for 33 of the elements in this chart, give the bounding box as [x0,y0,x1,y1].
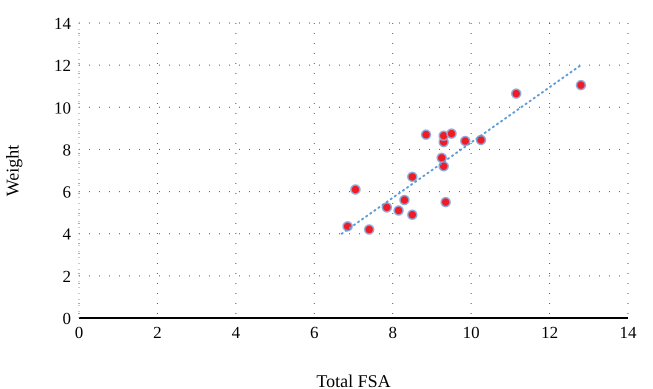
y-tick-label: 6 [62,182,71,202]
y-tick-label: 4 [62,224,72,244]
y-tick-label: 8 [62,140,71,160]
x-tick-label: 4 [232,323,241,342]
point [510,88,522,99]
point [382,202,392,213]
point [407,210,418,220]
x-tick-label: 10 [462,323,480,342]
x-tick-label: 0 [74,323,84,342]
x-tick-label: 12 [541,323,558,342]
x-tick-label: 14 [620,323,637,342]
y-axis-title: Weight [2,144,22,196]
y-tick-label: 2 [62,266,71,286]
point [364,224,374,235]
point [420,129,432,140]
point [460,136,471,146]
point [436,152,447,164]
point [393,205,404,216]
point [440,196,451,208]
y-tick-label: 14 [54,14,72,34]
point [350,184,361,195]
y-tick-label: 10 [54,98,71,118]
point [399,194,410,206]
point [407,172,418,182]
x-tick-label: 6 [310,323,319,342]
point [446,128,457,139]
x-tick-label: 8 [388,323,397,342]
x-tick-label: 2 [153,323,162,342]
x-axis-title: Total FSA [316,371,391,389]
y-tick-label: 12 [54,56,71,76]
point [576,80,586,90]
y-tick-label: 0 [62,309,71,328]
point [438,161,449,172]
